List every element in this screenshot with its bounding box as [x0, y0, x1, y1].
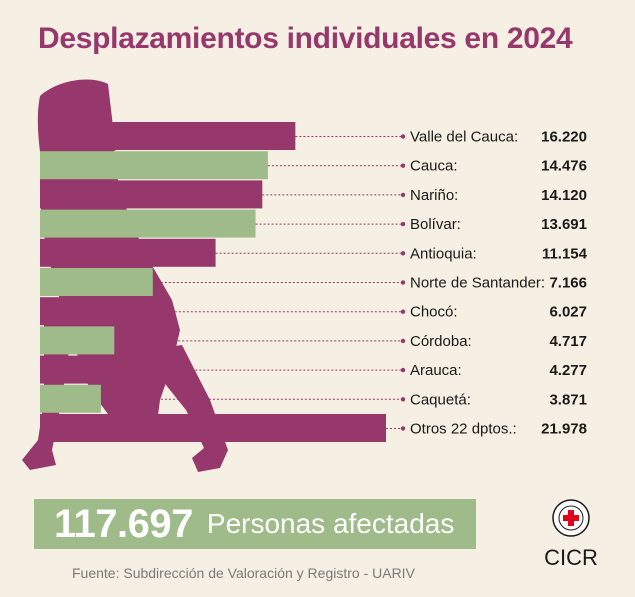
category-label: Caquetá: — [410, 391, 471, 408]
bar — [40, 209, 256, 238]
category-label: Norte de Santander: — [410, 275, 545, 292]
category-label: Otros 22 dptos.: — [410, 421, 517, 438]
value-label: 14.120 — [541, 187, 587, 204]
red-cross-icon — [552, 499, 590, 537]
leader-dot — [400, 397, 406, 402]
bar — [40, 384, 101, 413]
value-label: 11.154 — [542, 245, 588, 262]
chart-title: Desplazamientos individuales en 2024 — [38, 22, 573, 55]
value-label: 21.978 — [541, 421, 587, 438]
logo-text: CICR — [544, 545, 598, 570]
leader-dot — [400, 426, 406, 431]
category-label: Valle del Cauca: — [410, 129, 518, 146]
icrc-logo: CICR — [538, 498, 604, 571]
leader-dot — [400, 163, 406, 168]
leader-dot — [400, 221, 406, 227]
total-number: 117.697 — [54, 501, 193, 546]
value-label: 6.027 — [549, 304, 587, 321]
bar — [40, 297, 135, 326]
bar — [40, 414, 386, 442]
total-label: Personas afectadas — [206, 508, 455, 539]
leader-dot — [400, 251, 406, 256]
leader-dot — [400, 338, 406, 344]
bar — [40, 326, 115, 355]
value-label: 16.220 — [541, 129, 587, 146]
value-label: 3.871 — [549, 391, 587, 408]
total-box: 117.697 Personas afectadas — [34, 499, 476, 549]
category-label: Nariño: — [410, 187, 458, 204]
category-label: Antioquia: — [410, 245, 477, 262]
value-label: 4.277 — [549, 362, 587, 379]
leader-dot — [400, 134, 406, 139]
value-label: 4.717 — [549, 333, 587, 350]
value-label: 7.166 — [549, 275, 587, 292]
bar — [40, 180, 263, 209]
value-label: 14.476 — [541, 158, 587, 175]
category-label: Arauca: — [410, 362, 462, 379]
bar — [40, 151, 268, 180]
leader-dot — [400, 309, 406, 314]
chart: Valle del Cauca: 16.220 Cauca: 14.476 Nariño… — [22, 79, 588, 472]
value-label: 13.691 — [541, 216, 587, 233]
category-label: Córdoba: — [410, 333, 472, 350]
category-label: Cauca: — [410, 158, 458, 175]
bar — [40, 122, 296, 150]
bar — [40, 238, 216, 267]
source-note: Fuente: Subdirección de Valoración y Reg… — [72, 565, 415, 581]
leader-dot — [400, 192, 406, 198]
leader-dot — [400, 280, 406, 285]
leader-dot — [400, 367, 406, 373]
bar — [40, 355, 108, 384]
category-label: Bolívar: — [410, 216, 461, 233]
bar — [40, 268, 153, 296]
category-label: Chocó: — [410, 304, 458, 321]
